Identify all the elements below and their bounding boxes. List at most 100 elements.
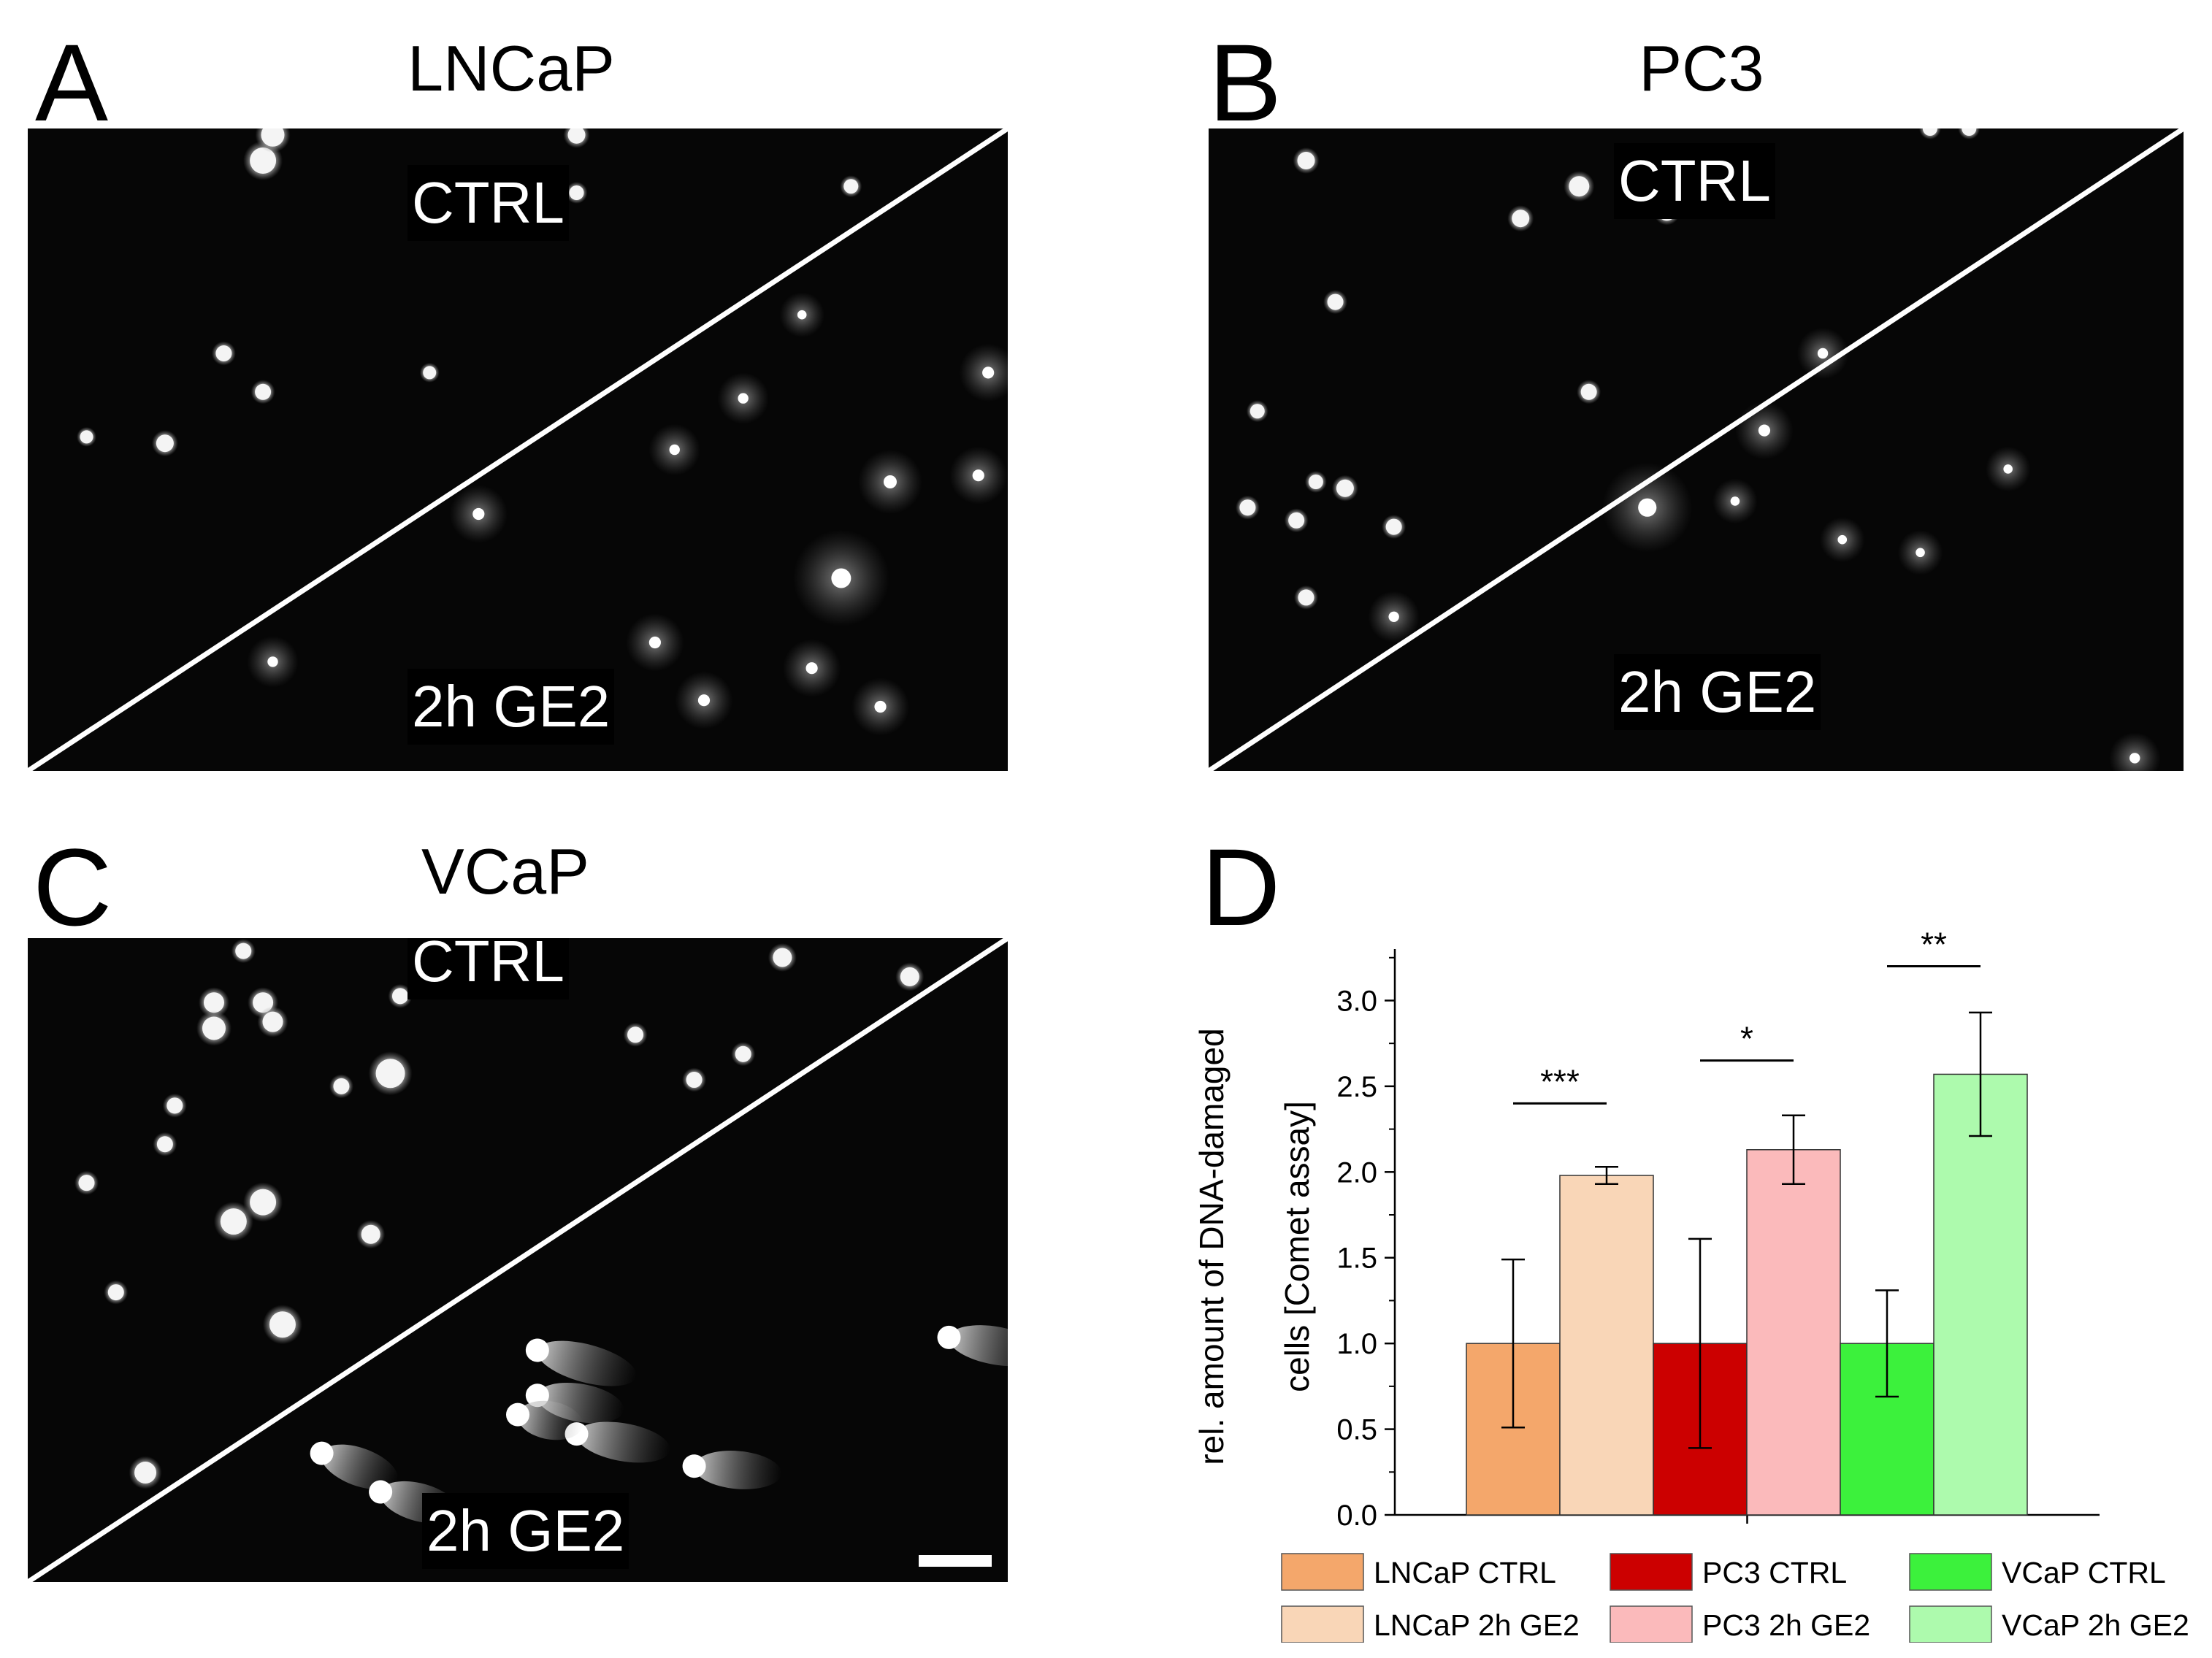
legend-swatch (1610, 1605, 1693, 1643)
nucleus (375, 1059, 405, 1089)
y-axis-label-line2: cells [Comet assay] (1278, 1101, 1316, 1392)
scale-bar (919, 1555, 992, 1567)
nucleus (262, 1011, 283, 1032)
nucleus (2003, 464, 2013, 474)
y-tick-label: 0.0 (1336, 1500, 1377, 1532)
y-tick-label: 3.0 (1336, 985, 1377, 1017)
legend-swatch (1610, 1553, 1693, 1591)
nucleus (797, 310, 807, 320)
ctrl-label: CTRL (407, 938, 569, 999)
nucleus (269, 1311, 296, 1338)
nucleus (883, 475, 897, 488)
nucleus (1249, 404, 1265, 419)
significance-label: *** (1540, 1062, 1580, 1100)
nucleus (215, 345, 232, 361)
panel-title-pc3: PC3 (1639, 32, 1764, 104)
significance-label: * (1740, 1020, 1753, 1058)
legend-label: LNCaP 2h GE2 (1374, 1608, 1580, 1642)
nucleus (773, 948, 792, 967)
nucleus (1308, 475, 1323, 489)
nucleus (203, 992, 224, 1013)
y-tick-label: 1.5 (1336, 1243, 1377, 1275)
nucleus (220, 1208, 247, 1235)
ctrl-label: CTRL (407, 165, 569, 241)
legend-item: LNCaP CTRL (1281, 1553, 1556, 1591)
nucleus (156, 1136, 173, 1153)
nucleus (1730, 496, 1740, 506)
treated-label: 2h GE2 (407, 669, 615, 745)
nucleus (391, 988, 408, 1005)
nucleus (2129, 753, 2140, 764)
panel-letter-c: C (33, 826, 112, 948)
significance-marker: *** (1513, 1062, 1607, 1105)
nucleus (261, 128, 285, 147)
y-tick-label: 2.5 (1336, 1071, 1377, 1103)
legend-item: PC3 2h GE2 (1610, 1605, 1870, 1643)
nucleus (255, 383, 272, 400)
nucleus (1239, 499, 1256, 516)
nucleus (805, 662, 818, 675)
nucleus (250, 1189, 277, 1216)
nucleus (569, 185, 584, 200)
comet-halo (2109, 732, 2161, 771)
nucleus (831, 568, 851, 588)
legend-swatch (1909, 1605, 1992, 1643)
nucleus (333, 1078, 350, 1094)
y-axis-label-line1: rel. amount of DNA-damaged (1193, 1028, 1231, 1465)
legend-label: PC3 CTRL (1702, 1556, 1847, 1589)
legend-swatch (1909, 1553, 1992, 1591)
error-bar (1688, 1237, 1712, 1449)
nucleus (156, 434, 174, 453)
panel-letter-d: D (1201, 826, 1281, 948)
nucleus (686, 1072, 703, 1089)
legend-label: VCaP CTRL (2002, 1556, 2166, 1589)
error-bar (1595, 1166, 1618, 1185)
nucleus (78, 1175, 95, 1191)
axes: 0.0 0.5 1.0 1.5 2.0 2.5 3.0 (1336, 949, 2100, 1532)
treated-label: 2h GE2 (422, 1493, 629, 1569)
y-tick-label: 2.0 (1336, 1156, 1377, 1189)
nucleus (1385, 518, 1402, 535)
nucleus (134, 1462, 157, 1484)
nucleus (982, 366, 995, 379)
legend-label: LNCaP CTRL (1374, 1556, 1556, 1589)
significance-label: ** (1921, 925, 1947, 963)
ctrl-label: CTRL (1614, 143, 1775, 219)
treated-label: 2h GE2 (1614, 654, 1821, 730)
nucleus (1580, 383, 1597, 400)
nucleus (627, 1026, 644, 1043)
bar-pc3-2h-ge2 (1746, 1149, 1841, 1516)
legend-swatch (1281, 1605, 1364, 1643)
nucleus (669, 444, 680, 456)
nucleus (1298, 589, 1314, 606)
legend-swatch (1281, 1553, 1364, 1591)
nucleus (1638, 498, 1657, 517)
error-bar (1782, 1114, 1805, 1185)
nucleus (423, 366, 437, 380)
nucleus (1512, 210, 1530, 228)
legend-item: LNCaP 2h GE2 (1281, 1605, 1580, 1643)
comet (310, 1441, 398, 1490)
nucleus (738, 393, 749, 404)
significance-marker: * (1700, 1020, 1794, 1062)
nucleus (1922, 128, 1937, 136)
nucleus (1288, 512, 1305, 529)
nucleus (361, 1224, 380, 1244)
nucleus (1817, 348, 1829, 359)
nucleus (267, 656, 278, 667)
nucleus (567, 128, 586, 144)
panel-title-lncap: LNCaP (407, 32, 615, 104)
bar-vcap-2h-ge2 (1933, 1073, 2028, 1516)
nucleus (697, 694, 711, 707)
micrograph-vcap: CTRL 2h GE2 (28, 938, 1008, 1582)
micrograph-pc3: CTRL 2h GE2 (1209, 128, 2184, 771)
significance-marker: ** (1887, 925, 1981, 967)
nucleus (1336, 479, 1354, 497)
comet-assay-bar-chart: 0.0 0.5 1.0 1.5 2.0 2.5 3.0 rel. amount of DNA-… (1193, 925, 2189, 1643)
y-tick-label: 1.0 (1336, 1328, 1377, 1360)
nucleus (202, 1016, 226, 1040)
bars (1466, 1011, 2028, 1516)
nucleus (1962, 128, 1977, 136)
nucleus (1837, 534, 1848, 545)
legend-item: VCaP CTRL (1909, 1553, 2166, 1591)
